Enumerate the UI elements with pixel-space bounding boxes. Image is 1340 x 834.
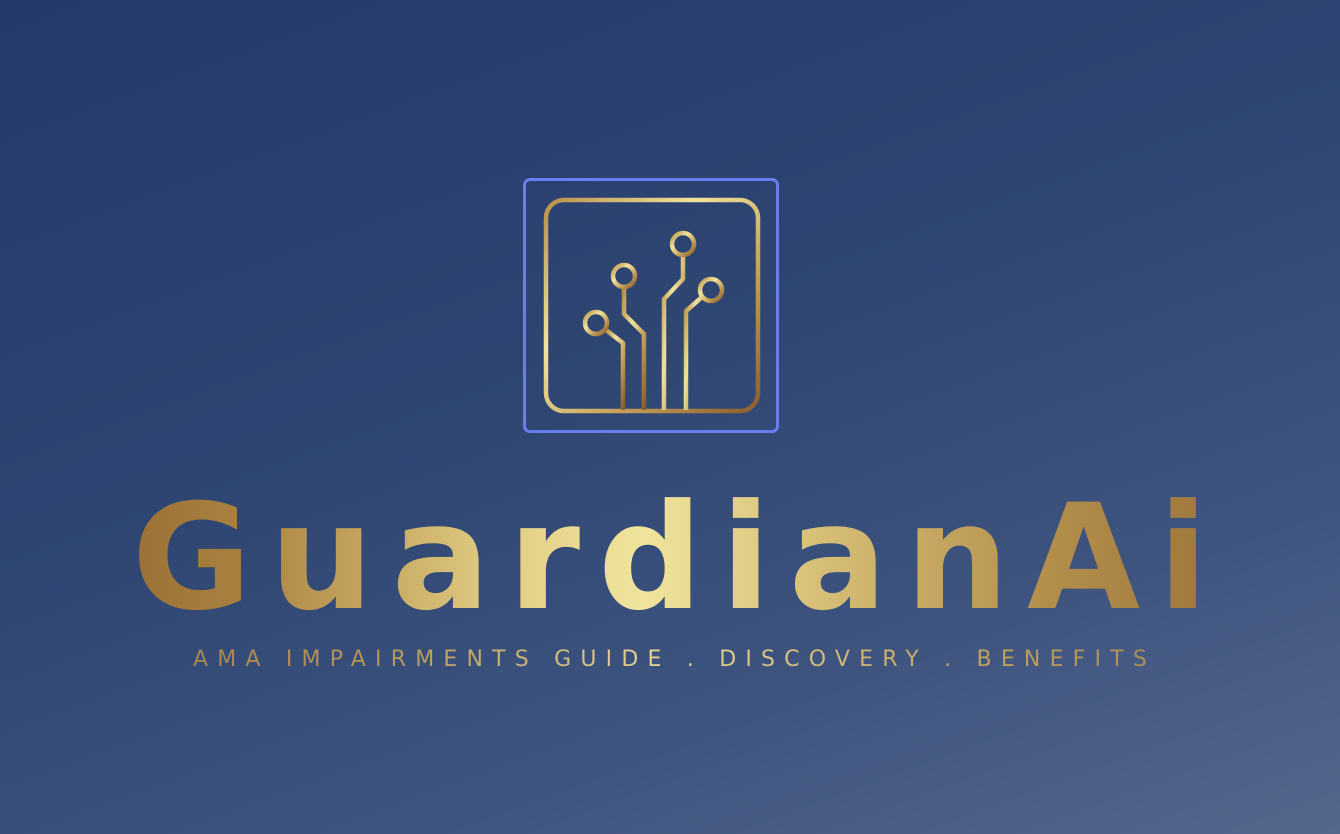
brand-name: GuardianAi [0,478,1340,638]
circuit-tree-icon [543,197,761,414]
logo-frame [523,178,779,433]
brand-tagline: AMA IMPAIRMENTS GUIDE . DISCOVERY . BENE… [0,646,1340,674]
